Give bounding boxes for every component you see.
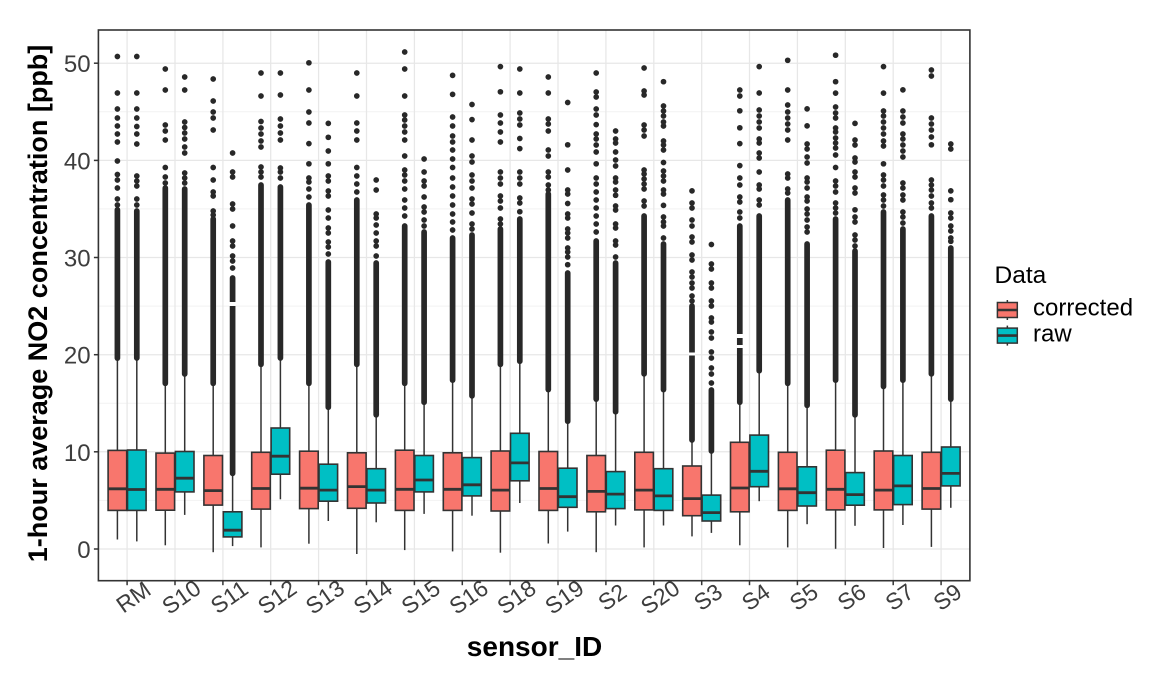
svg-text:raw: raw: [1033, 320, 1072, 347]
svg-text:corrected: corrected: [1033, 295, 1133, 322]
svg-text:20: 20: [64, 343, 91, 370]
svg-text:50: 50: [64, 51, 91, 78]
svg-text:sensor_ID: sensor_ID: [467, 631, 602, 662]
svg-text:Data: Data: [995, 262, 1047, 289]
svg-text:10: 10: [64, 440, 91, 467]
svg-text:1-hour average NO2 concentrati: 1-hour average NO2 concentration [ppb]: [23, 45, 53, 563]
svg-text:0: 0: [77, 537, 90, 564]
svg-text:30: 30: [64, 246, 91, 273]
svg-text:40: 40: [64, 148, 91, 175]
